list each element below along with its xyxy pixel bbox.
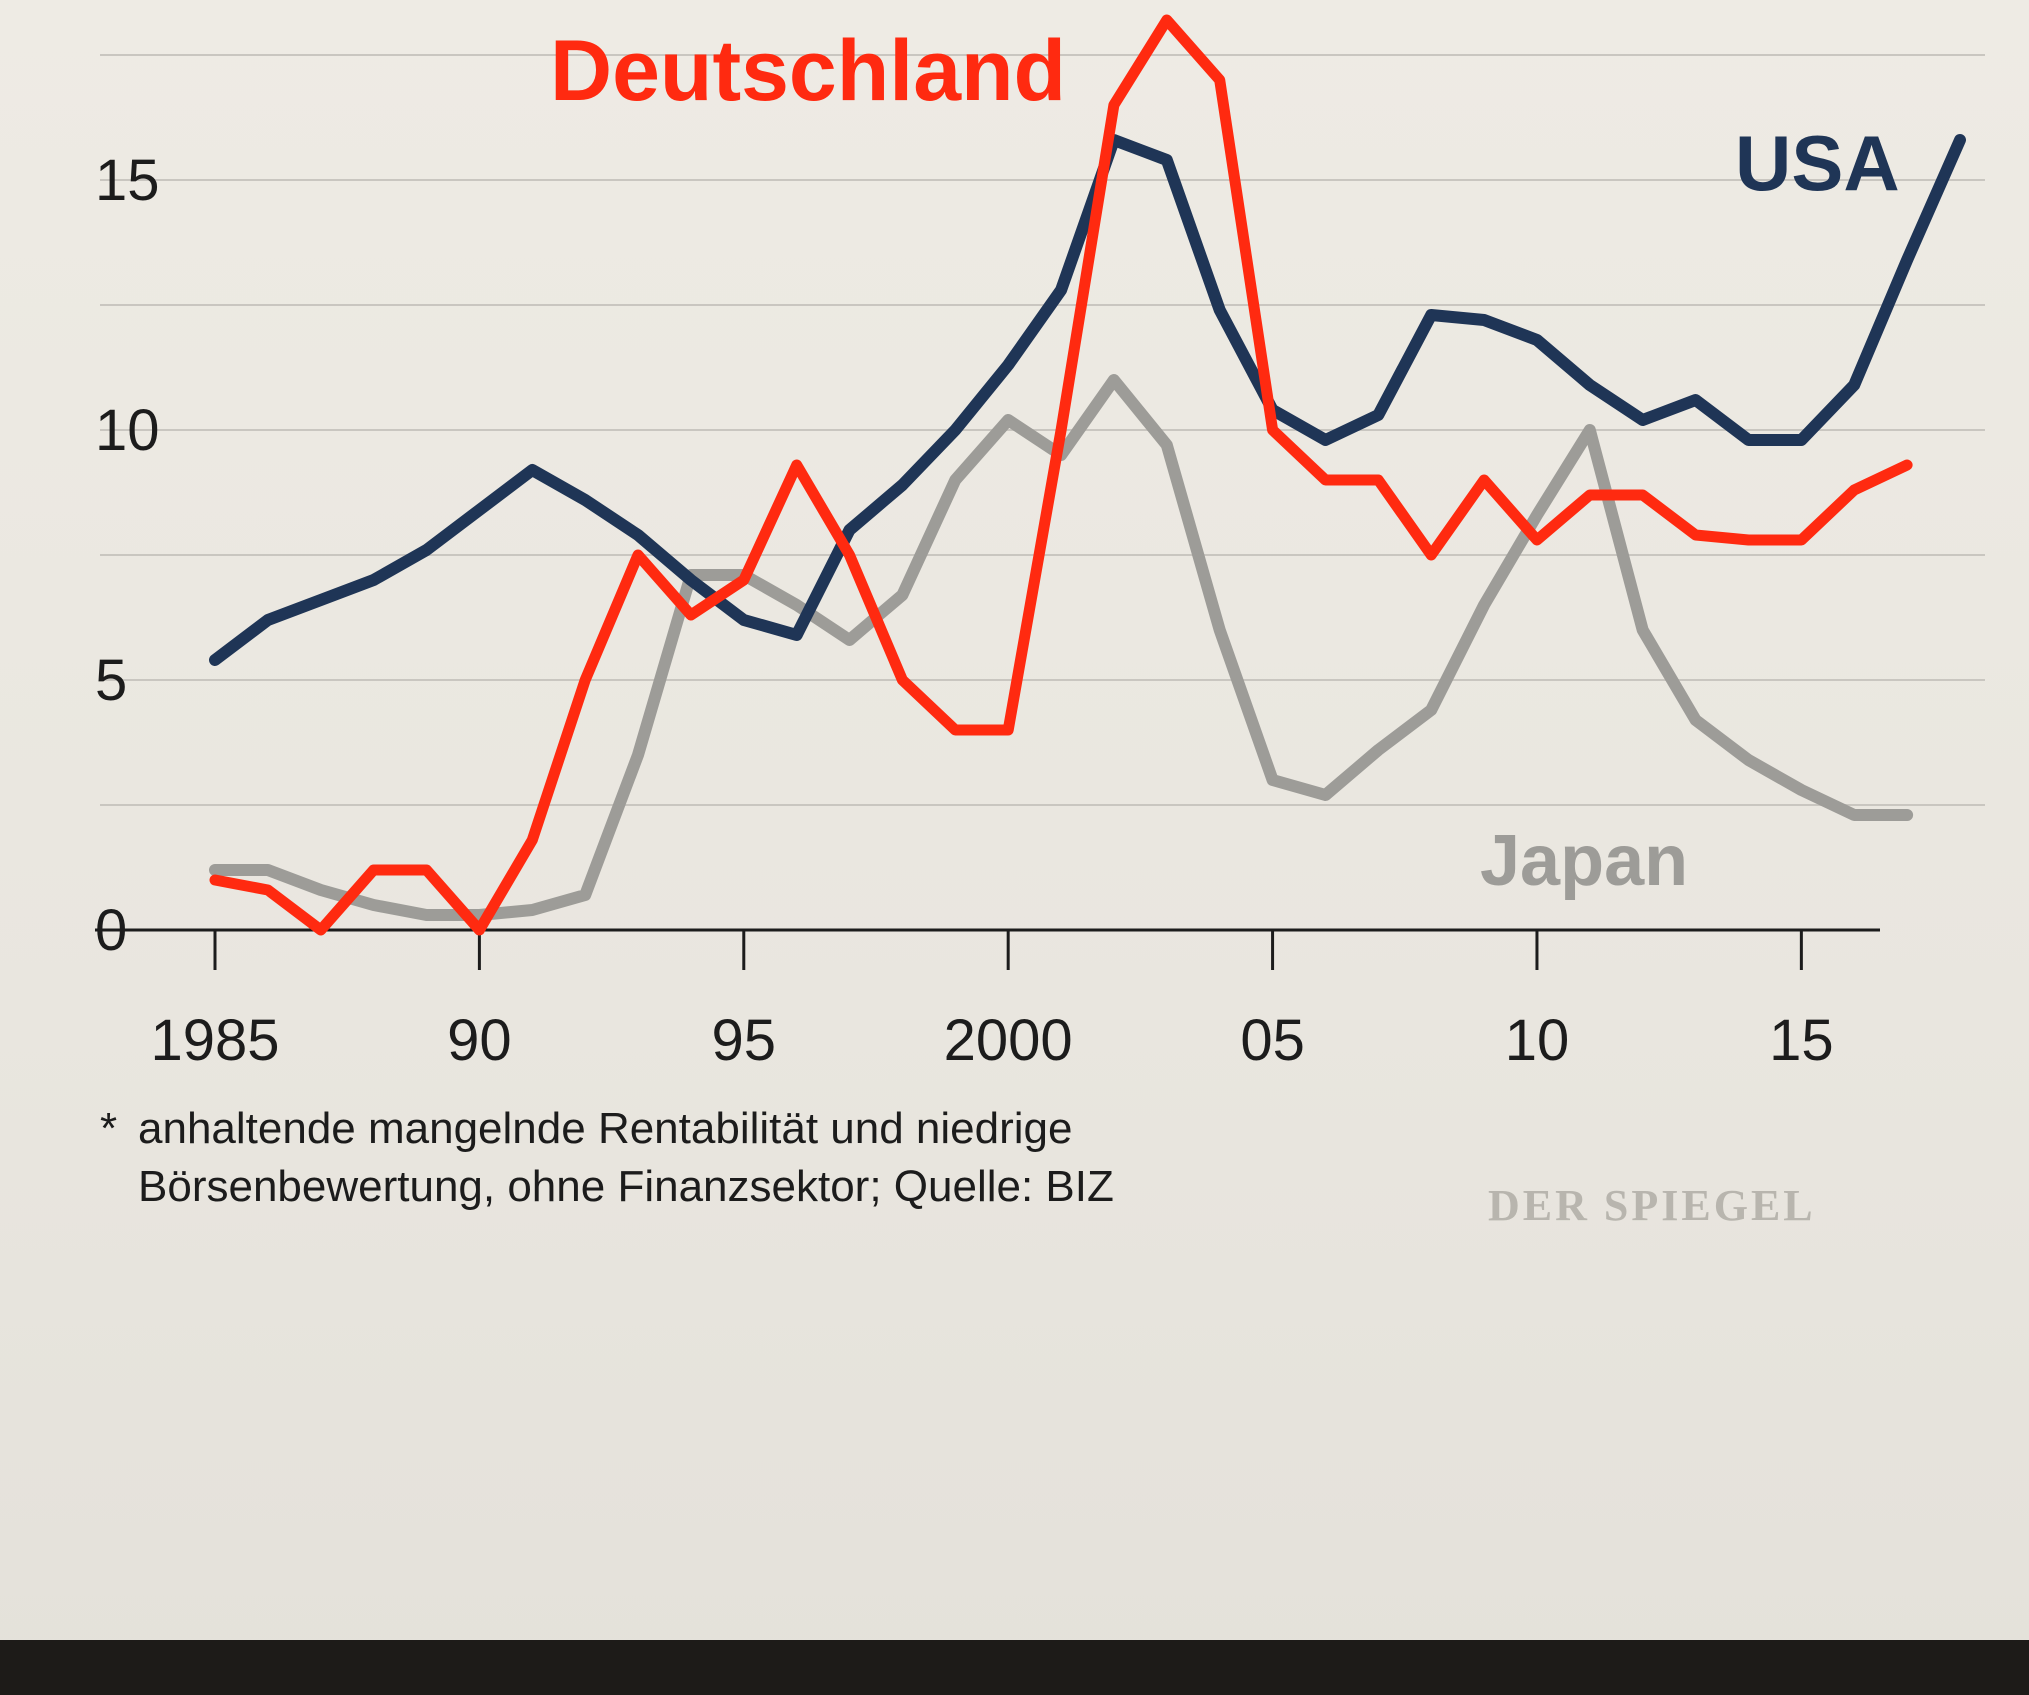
footnote-asterisk: * [100,1104,118,1153]
footnote: * anhaltende mangelnde Rentabilität und … [100,1100,1400,1216]
x-tick-label: 10 [1505,1008,1570,1073]
y-tick-label: 10 [95,398,160,463]
series-label-usa: USA [1735,119,1900,207]
x-axis [95,928,1880,970]
y-tick-label: 0 [95,898,127,963]
x-axis-labels: 1985 90 95 2000 05 10 15 [150,1008,1833,1073]
x-tick-label: 2000 [944,1008,1073,1073]
y-tick-label: 15 [95,148,160,213]
x-tick-label: 1985 [150,1008,279,1073]
series-lines [209,14,1966,936]
series-label-deutschland: Deutschland [550,23,1066,119]
series-line-deutschland [209,14,1913,936]
x-tick-label: 15 [1769,1008,1834,1073]
series-line-usa [209,134,1966,666]
series-labels: Deutschland USA Japan [550,23,1900,901]
footnote-line-2: Börsenbewertung, ohne Finanzsektor; Quel… [138,1162,1114,1211]
series-label-japan: Japan [1480,821,1688,901]
x-tick-label: 05 [1240,1008,1305,1073]
x-tick-label: 90 [447,1008,512,1073]
gridlines [100,54,1985,806]
x-tick-label: 95 [712,1008,777,1073]
photo-edge [0,1640,2029,1695]
y-tick-label: 5 [95,648,127,713]
source-logo: DER SPIEGEL [1488,1181,1816,1230]
footnote-line-1: anhaltende mangelnde Rentabilität und ni… [138,1104,1073,1153]
y-axis-labels: 0 5 10 15 [95,148,160,963]
